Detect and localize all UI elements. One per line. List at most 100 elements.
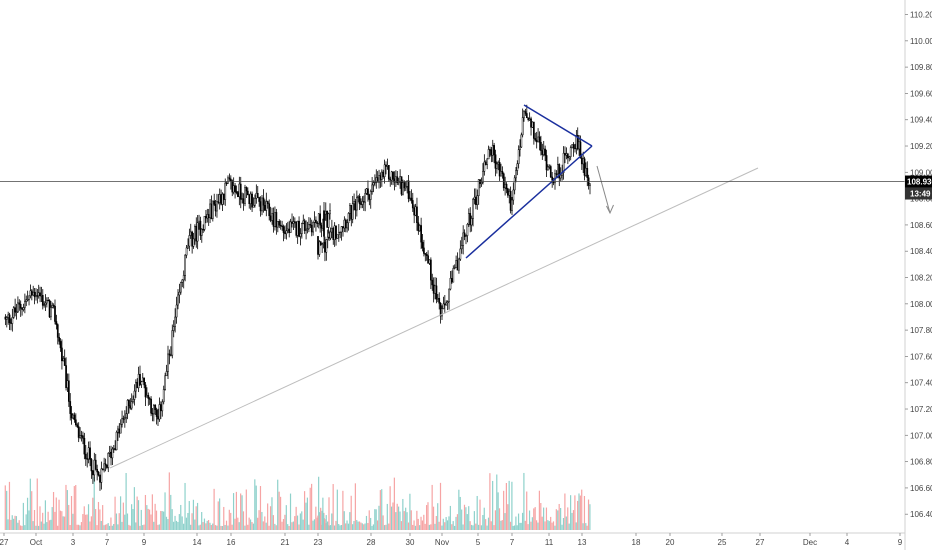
time-tick-label: 16: [227, 538, 236, 547]
volume-bar: [306, 497, 308, 530]
volume-bar: [561, 524, 563, 530]
candle-body: [199, 220, 202, 236]
candle-body: [578, 141, 580, 150]
candle-body: [547, 166, 549, 171]
candle-body: [30, 290, 33, 296]
time-tick-label: 27: [0, 538, 9, 547]
time-tick-label: 11: [545, 538, 554, 547]
candle-body: [281, 225, 283, 228]
time-tick-label: 7: [105, 538, 110, 547]
candle-body: [417, 222, 420, 232]
volume-bar: [111, 525, 113, 530]
candle-body: [463, 232, 466, 237]
candle-body: [555, 173, 558, 175]
volume-bar: [72, 513, 74, 530]
volume-bar: [195, 506, 197, 530]
volume-bar: [251, 522, 253, 530]
candle-body: [574, 147, 576, 150]
candle-body: [459, 248, 462, 260]
price-tick-label: 107.000: [910, 431, 932, 440]
volume-bar: [367, 523, 369, 530]
volume-bar: [102, 505, 104, 530]
volume-bar: [183, 523, 185, 530]
candle-body: [500, 171, 502, 177]
candle-body: [453, 267, 456, 269]
candle-body: [301, 223, 303, 234]
candle-body: [143, 377, 146, 386]
volume-bar: [342, 490, 344, 530]
volume-bar: [564, 493, 566, 530]
candle-body: [117, 428, 119, 433]
candle-body: [340, 226, 343, 233]
candle-body: [254, 198, 256, 206]
volume-bar: [122, 502, 124, 530]
volume-bar: [585, 523, 587, 530]
candle-body: [343, 219, 346, 229]
candle-body: [456, 260, 459, 271]
candle-body: [206, 214, 209, 219]
candle-body: [285, 230, 288, 235]
volume-bar: [379, 490, 381, 530]
volume-bar: [482, 515, 484, 530]
candle-body: [144, 384, 147, 398]
candle-body: [29, 290, 32, 297]
trend-annotations[interactable]: [109, 104, 759, 469]
candle-body: [298, 220, 300, 237]
candle-body: [227, 177, 229, 184]
volume-bar: [214, 525, 217, 530]
candle-body: [152, 405, 155, 415]
price-tick-label: 107.200: [910, 405, 932, 414]
candle-body: [325, 239, 328, 253]
volume-bar: [47, 511, 49, 530]
candle-body: [460, 245, 463, 250]
candle-body: [90, 459, 93, 472]
candle-body: [207, 214, 210, 219]
volume-bar: [333, 525, 336, 530]
candle-body: [544, 148, 546, 156]
candle-body: [292, 221, 295, 224]
volume-bar: [54, 511, 56, 530]
candle-body: [425, 254, 428, 256]
candle-body: [276, 221, 279, 228]
candle-body: [128, 400, 130, 407]
volume-bar: [338, 523, 340, 530]
volume-bar: [520, 522, 522, 530]
candle-body: [261, 197, 263, 212]
candle-body: [87, 447, 90, 460]
price-axis[interactable]: 106.400 106.600 106.800 107.000 107.200 107.4…: [904, 0, 932, 550]
candle-body: [54, 305, 56, 322]
volume-bar: [358, 521, 361, 530]
volume-bar: [21, 525, 23, 530]
candle-body: [480, 182, 483, 184]
candle-body: [414, 206, 417, 216]
candle-body: [349, 205, 351, 214]
time-axis[interactable]: 27 Oct 3 7 9 14 16 21 23 28 30 Nov 5 7 11 13 18 20 25 27 Dec…: [0, 532, 905, 547]
volume-bar: [79, 525, 81, 530]
volume-bar: [301, 511, 303, 530]
volume-bar: [234, 518, 236, 530]
volume-bar: [565, 516, 567, 530]
candle-body: [332, 228, 335, 240]
candle-body: [335, 225, 337, 239]
volume-bar: [232, 493, 235, 530]
rising-support-line: [109, 167, 759, 469]
candle-body: [239, 183, 242, 200]
candle-body: [565, 153, 568, 156]
candle-body: [323, 210, 325, 237]
candle-body: [493, 145, 495, 155]
candle-body: [445, 302, 448, 306]
candle-body: [216, 201, 218, 212]
volume-bar: [131, 504, 133, 530]
candle-body: [465, 235, 467, 237]
volume-bar: [287, 524, 289, 530]
candle-body: [535, 139, 538, 143]
volume-bar: [90, 516, 92, 530]
price-tick-label: 109.600: [910, 89, 932, 98]
candle-body: [534, 138, 537, 141]
volume-bar: [316, 517, 318, 530]
volume-bar: [97, 501, 100, 530]
volume-bar: [255, 485, 257, 530]
volume-bar: [570, 495, 572, 530]
